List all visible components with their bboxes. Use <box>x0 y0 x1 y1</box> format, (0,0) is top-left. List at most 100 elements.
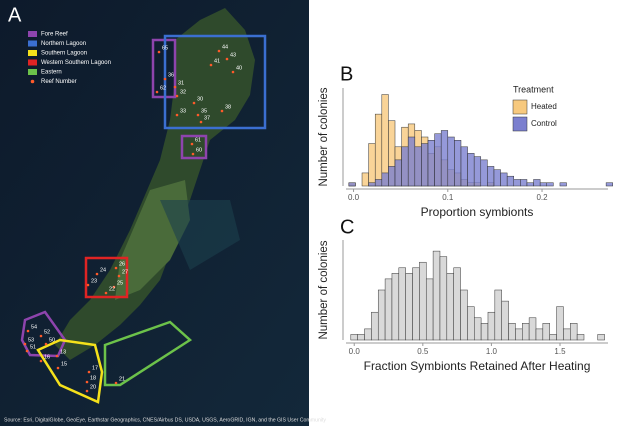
y-axis-label: Number of colonies <box>318 87 330 186</box>
histogram-bar <box>506 175 515 187</box>
histogram-bar <box>576 334 585 341</box>
histogram-bar <box>446 273 454 341</box>
histogram-bar <box>563 328 571 341</box>
histogram-bar <box>454 140 462 187</box>
reef-label: 20 <box>90 384 96 390</box>
reef-marker <box>191 152 195 156</box>
histogram-bar <box>473 156 482 187</box>
legend-label: Southern Lagoon <box>41 51 87 57</box>
reef-label: 36 <box>168 72 174 78</box>
histogram-bar <box>549 334 557 341</box>
histogram-bar <box>447 136 455 187</box>
legend-swatch <box>28 31 37 37</box>
reef-label: 23 <box>91 278 97 284</box>
legend-swatch <box>512 116 528 132</box>
histogram-bar <box>439 256 448 341</box>
histogram-bar <box>368 182 376 187</box>
legend-label: Control <box>531 119 557 128</box>
histogram-bar <box>535 328 544 341</box>
histogram-bar <box>440 130 449 187</box>
reef-marker <box>163 77 167 81</box>
histogram-bar <box>432 250 441 341</box>
reef-marker <box>175 94 179 98</box>
histogram-bar <box>487 166 495 187</box>
map-source: Source: Esri, DigitalGlobe, GeoEye, Eart… <box>4 417 326 423</box>
histogram-bar <box>494 289 502 341</box>
histogram-bar <box>384 278 393 341</box>
x-axis-label: Proportion symbionts <box>421 205 534 219</box>
shallow-water <box>160 200 240 270</box>
reef-label: 51 <box>30 344 36 350</box>
reef-label: 22 <box>109 286 115 292</box>
histogram-bar <box>357 334 365 341</box>
reef-marker <box>199 120 203 124</box>
legend-label: Western Southern Lagoon <box>41 60 111 66</box>
x-axis-label: Fraction Symbionts Retained After Heatin… <box>364 359 591 373</box>
reef-marker <box>114 381 118 385</box>
reef-label: 52 <box>44 329 50 335</box>
histogram-bar <box>528 317 537 341</box>
x-tick-label: 0.1 <box>442 193 454 202</box>
histogram-bar <box>546 182 554 187</box>
histogram-bar <box>381 94 389 187</box>
legend-label: Northern Lagoon <box>41 41 86 47</box>
histogram-bar <box>374 113 383 187</box>
reef-marker <box>104 291 108 295</box>
x-tick-label: 1.5 <box>554 347 566 356</box>
x-tick-label: 0.5 <box>417 347 429 356</box>
histogram-bar <box>377 289 386 341</box>
histogram-bar <box>526 182 534 187</box>
histogram-bar <box>533 179 541 187</box>
reef-label: 35 <box>201 108 207 114</box>
legend-title: Treatment <box>513 84 554 94</box>
reef-marker <box>25 349 29 353</box>
histogram-bar <box>427 140 435 187</box>
reef-marker <box>220 109 224 113</box>
reef-label: 25 <box>117 280 123 286</box>
x-tick-label: 0.0 <box>349 347 361 356</box>
histogram-bar <box>508 323 516 341</box>
reef-marker <box>112 285 116 289</box>
reef-label: 16 <box>44 354 50 360</box>
histogram-bar <box>480 159 488 187</box>
histogram-bar <box>597 334 605 341</box>
reef-label: 61 <box>195 137 201 143</box>
histogram-bar <box>401 146 409 187</box>
histogram-bar <box>570 323 578 341</box>
region-outline <box>36 338 104 404</box>
reef-marker <box>39 359 43 363</box>
legend-label: Heated <box>531 102 557 111</box>
reef-marker <box>23 342 27 346</box>
reef-label: 17 <box>92 365 98 371</box>
reef-label: 13 <box>60 349 66 355</box>
histogram-bar <box>414 146 422 187</box>
reef-marker <box>231 70 235 74</box>
histogram-bar <box>421 143 429 187</box>
reef-label: 53 <box>28 337 34 343</box>
legend-label: Eastern <box>41 70 62 76</box>
histogram-bar <box>467 153 475 187</box>
reef-label: 37 <box>204 115 210 121</box>
reef-marker <box>217 49 221 53</box>
reef-label: 15 <box>61 361 67 367</box>
panel-letter: A <box>8 4 22 26</box>
region-outline <box>151 38 177 99</box>
reef-label: 54 <box>31 324 37 330</box>
histogram-bar <box>520 179 528 187</box>
reef-label: 62 <box>160 85 166 91</box>
histogram-bar <box>412 267 420 341</box>
histogram-bar <box>605 182 613 187</box>
region-outline <box>84 256 129 299</box>
histogram-bar <box>407 136 416 187</box>
reef-marker <box>173 85 177 89</box>
x-tick-label: 0.2 <box>536 193 548 202</box>
y-axis-label: Number of colonies <box>318 240 330 339</box>
reef-marker <box>192 101 196 105</box>
reef-label: 41 <box>214 58 220 64</box>
reef-label: 44 <box>222 44 228 50</box>
histogram-bar <box>368 143 376 187</box>
island <box>55 8 255 360</box>
histogram-bar <box>453 267 461 341</box>
reef-label: 32 <box>180 89 186 95</box>
histogram-bar <box>405 273 413 341</box>
